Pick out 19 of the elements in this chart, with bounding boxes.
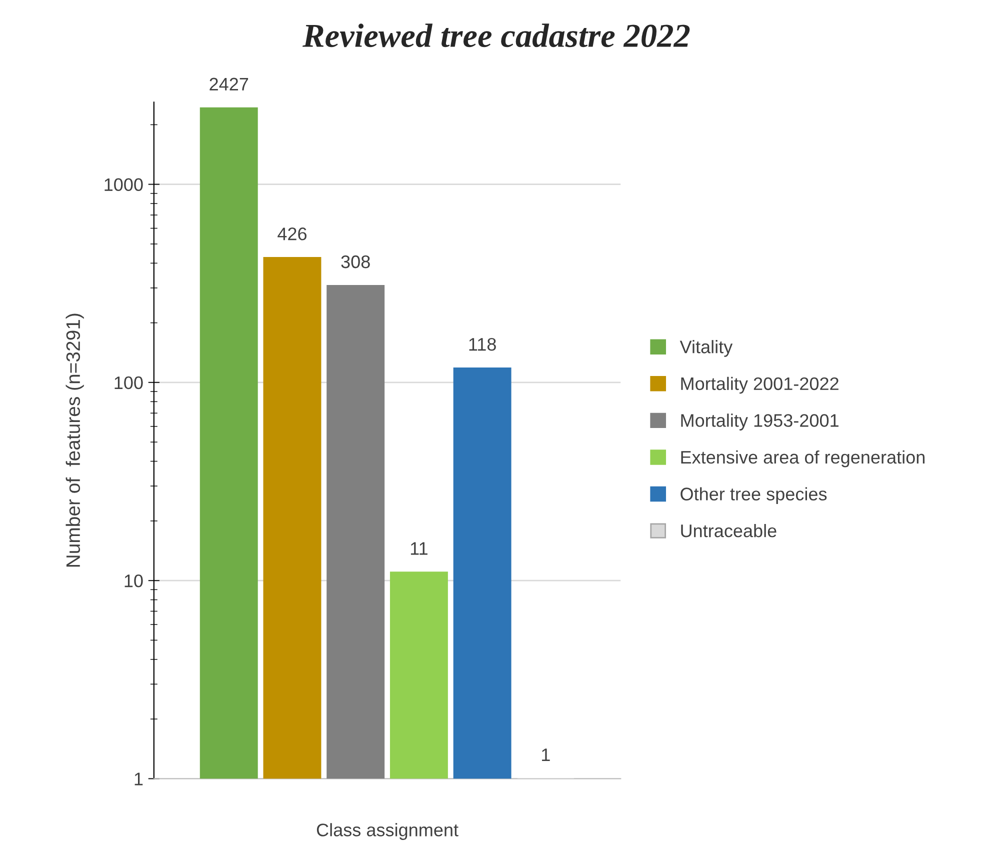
legend-label: Vitality (680, 340, 733, 357)
data-label: 118 (469, 338, 496, 351)
y-tick-label: 10 (124, 574, 143, 588)
legend-label: Extensive area of regeneration (681, 450, 925, 468)
legend-label: Other tree species (680, 487, 827, 504)
legend-label: Untraceable (681, 524, 776, 538)
chart-title: Reviewed tree cadastre 2022 (302, 24, 690, 48)
data-label: 11 (410, 542, 428, 555)
data-label: 1 (542, 748, 550, 762)
legend-label: Mortality 1953-2001 (681, 414, 838, 430)
y-tick-label: 1000 (104, 178, 143, 192)
x-axis-title: Class assignment (316, 823, 458, 840)
y-tick-label: 1 (134, 772, 143, 786)
data-label: 426 (278, 228, 306, 240)
y-tick-label: 100 (114, 376, 143, 390)
data-label: 308 (341, 255, 370, 268)
data-label: 2427 (210, 78, 248, 90)
y-axis-title: Number of features (n=3291) (66, 314, 84, 567)
legend-label: Mortality 2001-2022 (681, 376, 838, 394)
